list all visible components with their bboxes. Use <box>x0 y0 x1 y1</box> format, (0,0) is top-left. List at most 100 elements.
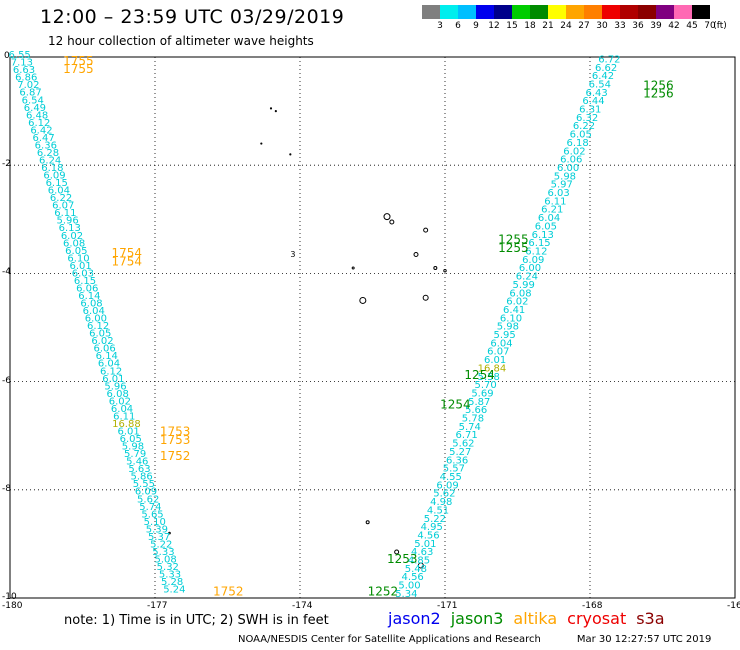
island-outline <box>389 219 395 225</box>
legend-swatch <box>584 5 602 19</box>
swh-value-left: 6.02 <box>61 231 83 242</box>
swh-value-left: 6.03 <box>72 268 94 279</box>
legend-swatch <box>674 5 692 19</box>
swh-value-right: 6.43 <box>586 88 608 99</box>
swh-value-right: 6.13 <box>532 230 554 241</box>
swh-value-left: 5.96 <box>104 381 126 392</box>
swh-value-left: 6.08 <box>80 299 102 310</box>
swh-value-left: 6.04 <box>83 306 105 317</box>
legend-swatch <box>566 5 584 19</box>
swh-value-left: 6.10 <box>67 253 89 264</box>
swh-value-left: 6.11 <box>54 208 76 219</box>
swh-value-left: 6.02 <box>91 336 113 347</box>
y-tick-label: -2 <box>2 159 11 170</box>
swh-value-left: 5.46 <box>126 457 148 468</box>
pass-time-label: 1254 <box>440 398 471 412</box>
pass-time-label: 1252 <box>368 584 399 598</box>
swh-value-left: 5.37 <box>148 532 170 543</box>
x-tick-label: -168 <box>582 601 603 611</box>
y-tick-label: -8 <box>2 483 11 494</box>
island-outline <box>289 153 292 156</box>
swh-value-left: 7.13 <box>11 58 33 69</box>
swh-value-right: 6.07 <box>487 347 509 358</box>
swh-value-right: 6.03 <box>547 188 569 199</box>
swh-value-left: 6.22 <box>50 193 72 204</box>
legend-swatch <box>458 5 476 19</box>
swh-value-left: 6.54 <box>22 95 44 106</box>
swh-value-right: 4.51 <box>427 505 449 516</box>
island-outline <box>417 562 424 569</box>
swh-value-left: 5.22 <box>150 539 172 550</box>
swh-value-right: 4.85 <box>408 556 430 567</box>
legend-label: 45 <box>686 21 698 31</box>
swh-value-right: 6.05 <box>570 130 592 141</box>
swh-value-right: 4.56 <box>402 572 424 583</box>
swh-value-left: 7.02 <box>17 80 39 91</box>
y-tick-label: -6 <box>2 375 11 386</box>
swh-value-left: 6.01 <box>70 261 92 272</box>
swh-value-right: 6.01 <box>484 355 506 366</box>
swh-value-left: 6.12 <box>87 321 109 332</box>
swh-value-left: 5.74 <box>139 502 161 513</box>
island-outline <box>351 266 355 270</box>
swh-value-left: 6.12 <box>28 118 50 129</box>
x-tick-label: -165 <box>727 601 740 611</box>
swh-value-right: 5.98 <box>497 322 519 333</box>
swh-value-right: 5.62 <box>452 439 474 450</box>
swh-value-left: 6.04 <box>48 186 70 197</box>
swh-value-right: 5.00 <box>398 581 420 592</box>
pass-time-label: 1254 <box>464 368 495 382</box>
swh-value-right: 6.41 <box>503 305 525 316</box>
swh-value-right: 6.02 <box>506 297 528 308</box>
island-outline <box>359 296 367 304</box>
y-tick-label: -10 <box>2 592 17 602</box>
island-outline <box>274 110 277 113</box>
swh-value-left: 6.05 <box>89 329 111 340</box>
legend-label: 6 <box>455 21 461 31</box>
swh-value-right: 5.97 <box>551 180 573 191</box>
swh-value-left: 6.28 <box>37 148 59 159</box>
swh-value-right: 5.58 <box>478 372 500 383</box>
swh-value-left: 5.10 <box>144 517 166 528</box>
swh-value-left: 6.13 <box>59 223 81 234</box>
swh-value-right: 5.78 <box>462 414 484 425</box>
swh-value-left: 6.07 <box>52 201 74 212</box>
satellite-jason2: jason2 <box>388 609 441 628</box>
swh-value-right: 5.74 <box>459 422 481 433</box>
swh-value-left: 6.18 <box>41 163 63 174</box>
satellite-jason3: jason3 <box>450 609 504 628</box>
footnote: note: 1) Time is in UTC; 2) SWH is in fe… <box>64 613 329 628</box>
swh-value-left: 6.63 <box>13 65 35 76</box>
swh-value-right: 6.71 <box>455 430 477 441</box>
swh-value-right: 5.62 <box>433 489 455 500</box>
legend-swatch <box>476 5 494 19</box>
swh-value-right: 5.01 <box>414 539 436 550</box>
legend-label: 21 <box>542 21 554 31</box>
swh-value-left: 6.49 <box>24 103 46 114</box>
island-outline <box>433 265 438 270</box>
swh-value-right: 6.31 <box>579 105 601 116</box>
pass-time-label: 1256 <box>643 87 674 101</box>
swh-value-left: 6.01 <box>102 374 124 385</box>
island-outline <box>168 531 171 535</box>
map-title: 12:00 – 23:59 UTC 03/29/2019 <box>40 6 345 28</box>
swh-value-right: 5.22 <box>424 514 446 525</box>
swh-value-right: 6.09 <box>436 480 458 491</box>
swh-value-left: 6.06 <box>76 283 98 294</box>
pass-time-label: 1754 <box>112 254 143 268</box>
island-outline <box>260 142 263 145</box>
legend-swatch <box>638 5 656 19</box>
swh-value-right: 6.11 <box>544 196 566 207</box>
legend-label: 36 <box>632 21 644 31</box>
pass-time-label: 1752 <box>213 584 244 598</box>
pass-time-label: 1752 <box>160 449 191 463</box>
swh-value-left: 5.08 <box>154 554 176 565</box>
swh-value-right: 6.22 <box>573 121 595 132</box>
swh-value-right: 6.06 <box>560 155 582 166</box>
swh-value-right: 6.10 <box>500 313 522 324</box>
pass-time-label: 1255 <box>498 241 529 255</box>
swh-value-right: 6.04 <box>538 213 560 224</box>
source-credit: NOAA/NESDIS Center for Satellite Applica… <box>238 634 541 645</box>
pass-time-label: 1755 <box>63 62 94 76</box>
